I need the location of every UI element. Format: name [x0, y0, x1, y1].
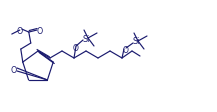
Text: Si: Si	[132, 37, 140, 46]
Text: Si: Si	[82, 34, 90, 43]
Text: O: O	[17, 26, 23, 35]
Text: O: O	[37, 26, 43, 35]
Text: O: O	[123, 46, 129, 55]
Text: O: O	[11, 65, 17, 74]
Text: O: O	[73, 44, 79, 53]
